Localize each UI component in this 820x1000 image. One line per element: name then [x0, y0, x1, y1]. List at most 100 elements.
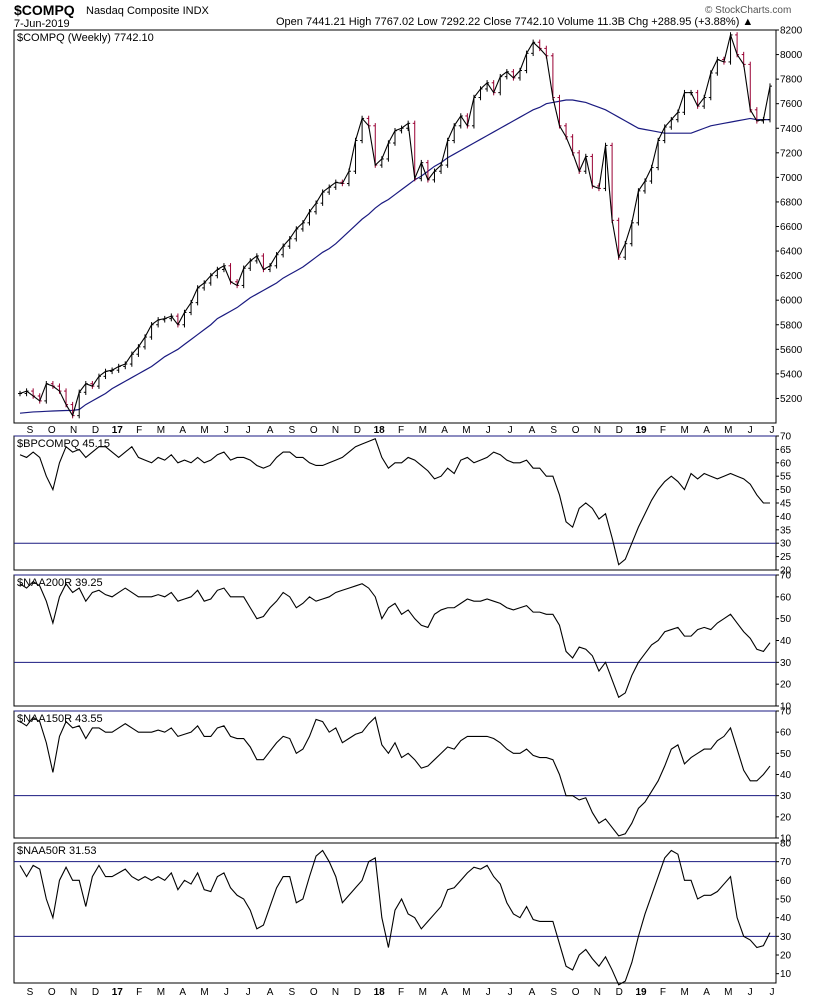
x-tick-label-bottom: M: [419, 987, 427, 998]
x-tick-label-bottom: J: [486, 987, 491, 998]
y-tick-label-40: 40: [780, 512, 792, 523]
y-tick-label-6800: 6800: [780, 197, 803, 208]
x-tick-label-top: J: [224, 425, 229, 436]
y-tick-label-30: 30: [780, 791, 792, 802]
y-tick-label-20: 20: [780, 812, 792, 823]
x-tick-label-top: D: [92, 425, 99, 436]
y-tick-label-40: 40: [780, 636, 792, 647]
y-tick-label-35: 35: [780, 525, 792, 536]
x-tick-label-top: F: [136, 425, 142, 436]
y-tick-label-7800: 7800: [780, 75, 803, 86]
panel-title-naa150r: $NAA150R 43.55: [17, 713, 103, 725]
x-tick-label-bottom: O: [48, 987, 56, 998]
x-tick-label-bottom: M: [681, 987, 689, 998]
y-tick-label-60: 60: [780, 728, 792, 739]
x-tick-label-top: N: [332, 425, 339, 436]
x-tick-label-bottom: N: [594, 987, 601, 998]
x-tick-label-bottom: D: [616, 987, 623, 998]
x-tick-label-top: O: [48, 425, 56, 436]
y-tick-label-10: 10: [780, 969, 792, 980]
x-tick-label-top: M: [419, 425, 427, 436]
x-tick-label-bottom: A: [529, 987, 536, 998]
y-tick-label-70: 70: [780, 707, 792, 718]
y-tick-label-7400: 7400: [780, 124, 803, 135]
x-tick-label-bottom: D: [354, 987, 361, 998]
panel-frame: [13, 710, 777, 839]
y-tick-label-6400: 6400: [780, 247, 803, 258]
x-tick-label-bottom: F: [398, 987, 404, 998]
x-tick-label-bottom: N: [332, 987, 339, 998]
y-tick-label-70: 70: [780, 432, 792, 443]
y-tick-label-6000: 6000: [780, 296, 803, 307]
panel-title-naa50r: $NAA50R 31.53: [17, 845, 97, 857]
y-tick-label-5800: 5800: [780, 320, 803, 331]
x-tick-label-bottom: F: [136, 987, 142, 998]
y-tick-label-60: 60: [780, 876, 792, 887]
y-tick-label-60: 60: [780, 458, 792, 469]
x-tick-label-top: O: [572, 425, 580, 436]
panel-naa50r: 10 20 30 40 50 60 70 80 $NAA50R 31.53: [13, 839, 792, 986]
y-tick-label-10: 10: [780, 702, 792, 713]
y-tick-label-20: 20: [780, 566, 792, 577]
x-tick-label-bottom: D: [92, 987, 99, 998]
source-credit: © StockCharts.com: [705, 5, 792, 16]
x-tick-label-bottom: 18: [374, 987, 386, 998]
y-tick-label-50: 50: [780, 614, 792, 625]
y-tick-label-5200: 5200: [780, 394, 803, 405]
panel-frame: [13, 842, 777, 984]
x-tick-label-bottom: N: [70, 987, 77, 998]
naa200r-line: [19, 580, 771, 699]
instrument-name: Nasdaq Composite INDX: [86, 5, 209, 17]
x-tick-label-bottom: J: [748, 987, 753, 998]
y-tick-label-40: 40: [780, 770, 792, 781]
x-tick-label-top: M: [200, 425, 208, 436]
x-tick-label-top: N: [70, 425, 77, 436]
y-tick-label-5600: 5600: [780, 345, 803, 356]
panel-naa150r: 10 20 30 40 50 60 70 $NAA150R 43.55: [13, 707, 792, 845]
y-tick-label-55: 55: [780, 472, 792, 483]
y-tick-label-6600: 6600: [780, 222, 803, 233]
quote-line: Open 7441.21 High 7767.02 Low 7292.22 Cl…: [276, 16, 754, 28]
panel-compq: 5200 5400 5600 5800 6000 6200 6400 6600 6800 7000…: [13, 26, 803, 424]
x-tick-label-top: M: [462, 425, 470, 436]
date-label: 7-Jun-2019: [14, 18, 70, 30]
x-tick-label-top: A: [703, 425, 710, 436]
x-tick-label-top: A: [179, 425, 186, 436]
x-tick-label-top: M: [681, 425, 689, 436]
y-tick-label-70: 70: [780, 571, 792, 582]
x-tick-label-top: F: [660, 425, 666, 436]
panel-title-compq: $COMPQ (Weekly) 7742.10: [17, 32, 154, 44]
x-tick-label-top: A: [441, 425, 448, 436]
x-tick-label-bottom: J: [224, 987, 229, 998]
x-tick-label-top: S: [27, 425, 34, 436]
y-tick-label-7000: 7000: [780, 173, 803, 184]
x-tick-label-bottom: A: [703, 987, 710, 998]
x-tick-label-bottom: 19: [635, 987, 647, 998]
x-tick-label-top: D: [616, 425, 623, 436]
y-tick-label-50: 50: [780, 749, 792, 760]
x-tick-label-top: 18: [374, 425, 386, 436]
x-tick-label-top: J: [246, 425, 251, 436]
x-tick-label-bottom: M: [724, 987, 732, 998]
x-tick-label-top: S: [550, 425, 557, 436]
y-tick-label-10: 10: [780, 834, 792, 845]
y-tick-label-30: 30: [780, 932, 792, 943]
x-tick-label-top: J: [508, 425, 513, 436]
naa50r-line: [19, 849, 771, 986]
y-tick-label-8000: 8000: [780, 50, 803, 61]
x-tick-label-bottom: O: [572, 987, 580, 998]
x-tick-label-top: A: [267, 425, 274, 436]
y-tick-label-6200: 6200: [780, 271, 803, 282]
y-tick-label-8200: 8200: [780, 26, 803, 37]
y-tick-label-40: 40: [780, 913, 792, 924]
y-tick-label-70: 70: [780, 857, 792, 868]
y-tick-label-20: 20: [780, 951, 792, 962]
x-tick-label-top: 19: [635, 425, 647, 436]
symbol-title: $COMPQ: [14, 2, 75, 18]
x-tick-label-bottom: J: [770, 987, 775, 998]
x-tick-label-bottom: S: [289, 987, 296, 998]
y-tick-label-30: 30: [780, 658, 792, 669]
y-tick-label-20: 20: [780, 680, 792, 691]
x-tick-label-bottom: M: [462, 987, 470, 998]
x-tick-label-bottom: M: [157, 987, 165, 998]
